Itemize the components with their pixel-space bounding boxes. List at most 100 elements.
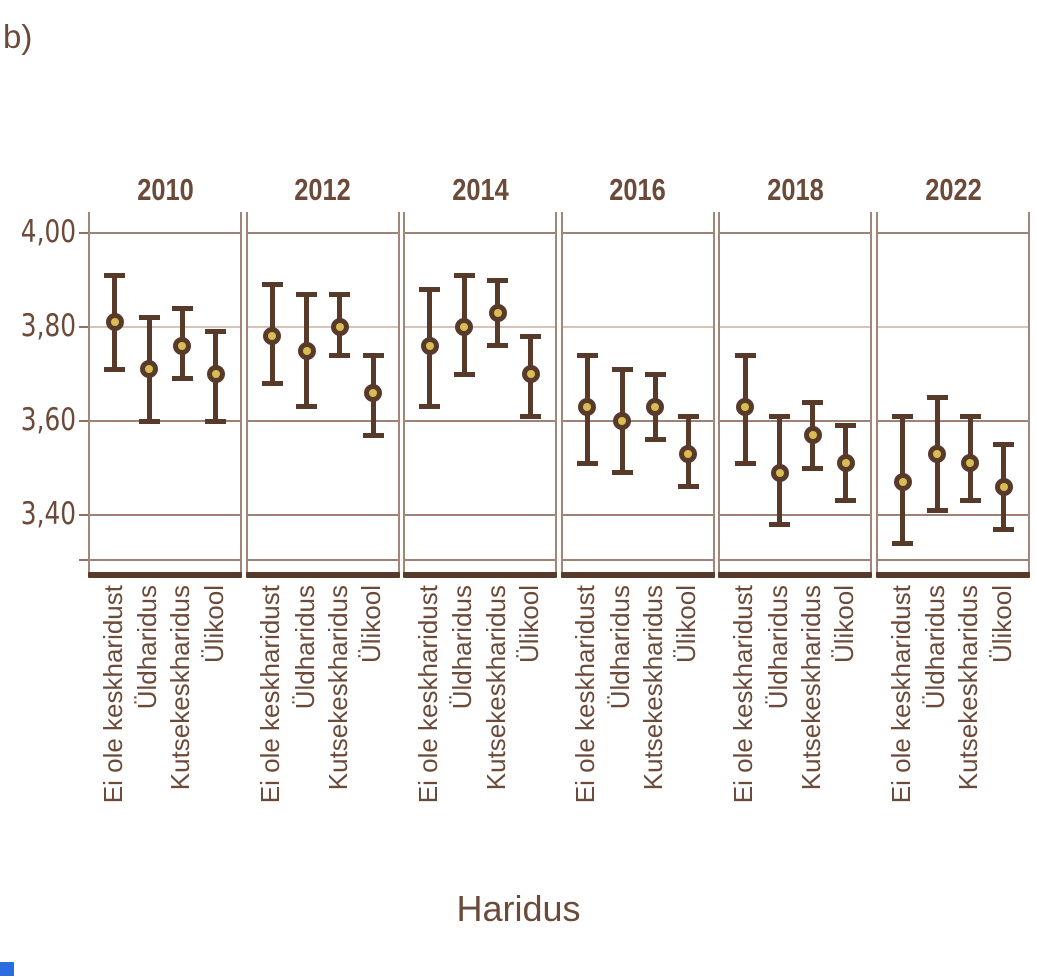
x-tick-label-wrap: Üldharidus <box>447 585 477 875</box>
gridline <box>562 514 713 516</box>
x-tick-label-wrap: Ülikool <box>987 585 1017 875</box>
x-tick-label-wrap: Ülikool <box>829 585 859 875</box>
gridline-bottom <box>90 559 240 561</box>
gridline <box>247 514 398 516</box>
data-point-marker <box>679 444 698 463</box>
data-point-marker <box>836 454 855 473</box>
facet-header-text: 2022 <box>924 172 982 207</box>
x-tick-label: Ülikool <box>198 585 229 664</box>
facet-header-text: 2016 <box>609 172 667 207</box>
x-tick-label: Kutsekeskharidus <box>953 585 984 791</box>
x-tick-label: Kutsekeskharidus <box>323 585 353 791</box>
x-tick-label-wrap: Ei ole keskharidust <box>413 585 443 875</box>
data-point-marker <box>173 336 192 355</box>
data-point-center <box>684 449 693 458</box>
error-bar-cap-bottom <box>171 376 193 382</box>
facet-panel <box>403 212 558 578</box>
facet-header: 2010 <box>88 172 242 210</box>
data-point-marker <box>803 426 822 445</box>
x-tick-label: Kutsekeskharidus <box>480 585 511 791</box>
facet-panel <box>560 212 715 578</box>
axis-baseline <box>88 572 242 578</box>
x-tick-label-wrap: Kutsekeskharidus <box>953 585 983 875</box>
x-tick-label-wrap: Ülikool <box>356 585 386 875</box>
x-tick-label-wrap: Ülikool <box>671 585 701 875</box>
gridline <box>247 420 398 422</box>
error-bar-cap-bottom <box>959 498 981 504</box>
data-point-marker <box>263 327 282 346</box>
x-tick-label: Üldharidus <box>920 585 951 710</box>
y-axis-tick-mark <box>79 326 88 328</box>
error-bar-cap-bottom <box>835 498 857 504</box>
data-point-marker <box>578 397 597 416</box>
data-point-marker <box>297 341 316 360</box>
gridline <box>562 232 713 234</box>
facet-header: 2018 <box>718 172 872 210</box>
x-tick-label: Ei ole keskharidust <box>885 585 916 804</box>
corner-artifact-square <box>0 962 14 976</box>
error-bar-cap-top <box>419 286 441 292</box>
data-point-marker <box>206 365 225 383</box>
error-bar-cap-top <box>611 366 633 372</box>
data-point-center <box>841 459 850 468</box>
data-point-center <box>741 402 750 411</box>
data-point-center <box>966 459 975 468</box>
x-tick-label: Üldharidus <box>762 585 793 710</box>
data-point-marker <box>613 412 632 430</box>
facet-panel <box>876 212 1030 578</box>
data-point-center <box>933 449 942 458</box>
data-point-marker <box>961 454 980 473</box>
data-point-center <box>583 402 592 411</box>
x-tick-label: Üldharidus <box>289 585 320 710</box>
gridline-bottom <box>878 559 1028 561</box>
axis-baseline <box>876 572 1030 578</box>
gridline-bottom <box>405 559 556 561</box>
x-tick-label-wrap: Ei ole keskharidust <box>98 585 128 875</box>
facet-header: 2014 <box>403 172 557 210</box>
data-point-center <box>110 318 119 327</box>
y-axis-tick-mark <box>79 420 88 422</box>
error-bar-cap-bottom <box>576 460 598 466</box>
gridline <box>90 514 240 516</box>
data-point-marker <box>364 383 383 402</box>
data-point-center <box>268 332 277 341</box>
error-bar-cap-bottom <box>892 540 914 546</box>
y-axis-tick-label-text: 3,60 <box>20 402 76 438</box>
data-point-marker <box>770 463 789 482</box>
gridline <box>405 514 556 516</box>
facet-header-text: 2014 <box>451 172 509 207</box>
facet-header: 2022 <box>876 172 1030 210</box>
y-axis-tick-label-text: 4,00 <box>20 214 76 250</box>
gridline-bottom <box>562 559 713 561</box>
facet-header: 2012 <box>246 172 400 210</box>
error-bar-cap-top <box>644 371 666 377</box>
x-tick-label-wrap: Kutsekeskharidus <box>638 585 668 875</box>
data-point-center <box>335 323 344 331</box>
x-tick-label-wrap: Kutsekeskharidus <box>323 585 353 875</box>
error-bar-cap-top <box>769 413 791 419</box>
facet-panel <box>245 212 400 578</box>
x-tick-label: Üldharidus <box>132 585 163 710</box>
gridline <box>720 326 871 328</box>
x-tick-label-wrap: Üldharidus <box>132 585 162 875</box>
x-tick-label: Ülikool <box>513 585 544 664</box>
y-axis-tick-label: 3,60 <box>0 402 76 438</box>
data-point-center <box>145 365 154 374</box>
x-tick-label: Ülikool <box>671 585 702 664</box>
data-point-marker <box>420 336 439 355</box>
data-point-marker <box>488 303 507 322</box>
data-point-marker <box>994 477 1013 496</box>
x-tick-label: Ei ole keskharidust <box>97 585 128 804</box>
x-tick-label-wrap: Ei ole keskharidust <box>728 585 758 875</box>
error-bar-cap-top <box>138 315 160 321</box>
error-bar-cap-top <box>892 413 914 419</box>
data-point-center <box>178 341 187 350</box>
gridline-bottom <box>247 559 398 561</box>
data-point-center <box>898 478 907 487</box>
error-bar-cap-top <box>734 352 756 358</box>
error-bar-cap-top <box>520 333 542 339</box>
error-bar-cap-bottom <box>802 465 824 471</box>
error-bar-cap-top <box>993 442 1014 447</box>
x-tick-label: Ei ole keskharidust <box>412 585 443 804</box>
data-point-center <box>369 388 378 397</box>
